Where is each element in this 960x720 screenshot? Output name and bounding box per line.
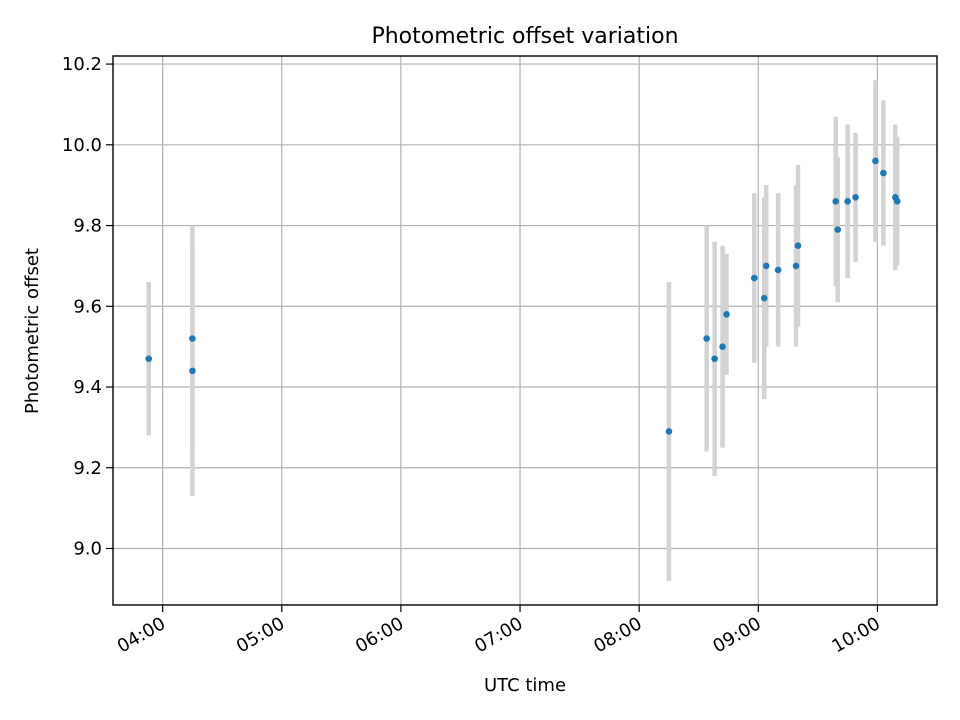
data-point <box>880 169 887 177</box>
data-point <box>189 335 196 342</box>
data-point <box>762 262 770 270</box>
y-axis-ticks: 9.0 9.2 9.4 9.6 9.8 10.0 10.2 <box>62 54 113 559</box>
y-axis-label: Photometric offset <box>22 248 43 414</box>
data-point <box>834 226 842 233</box>
x-tick-label: 10:00 <box>829 613 884 657</box>
data-points <box>145 157 901 435</box>
x-axis-label: UTC time <box>484 675 566 696</box>
y-tick-label: 9.0 <box>73 538 102 559</box>
x-tick-label: 08:00 <box>590 613 645 657</box>
grid <box>113 56 937 605</box>
y-tick-label: 10.2 <box>62 54 102 75</box>
y-tick-label: 9.6 <box>73 296 102 317</box>
y-tick-label: 10.0 <box>62 135 102 156</box>
data-point <box>792 262 800 270</box>
x-axis-ticks: 04:00 05:00 06:00 07:00 08:00 09:00 10:00 <box>114 605 884 657</box>
chart-title: Photometric offset variation <box>371 24 678 49</box>
plot-frame <box>112 55 938 606</box>
data-point <box>145 355 153 363</box>
data-point <box>760 294 768 302</box>
x-tick-label: 04:00 <box>114 613 169 657</box>
x-tick-label: 06:00 <box>352 613 407 657</box>
data-point <box>751 274 758 282</box>
error-bars <box>146 80 900 581</box>
data-point <box>719 343 726 350</box>
y-tick-label: 9.8 <box>73 216 102 237</box>
data-point <box>893 198 901 205</box>
data-point <box>844 198 851 205</box>
data-point <box>872 157 879 165</box>
x-tick-label: 09:00 <box>709 613 764 657</box>
data-point <box>832 198 840 205</box>
data-point <box>703 335 710 342</box>
y-tick-label: 9.4 <box>73 377 102 398</box>
data-point <box>794 242 802 250</box>
y-tick-label: 9.2 <box>73 458 102 479</box>
data-point <box>852 193 859 201</box>
data-point <box>774 266 782 274</box>
data-point <box>189 367 196 375</box>
x-tick-label: 07:00 <box>471 613 526 657</box>
data-point <box>711 355 718 363</box>
x-tick-label: 05:00 <box>233 613 288 657</box>
data-point <box>723 311 730 318</box>
data-point <box>665 428 673 435</box>
